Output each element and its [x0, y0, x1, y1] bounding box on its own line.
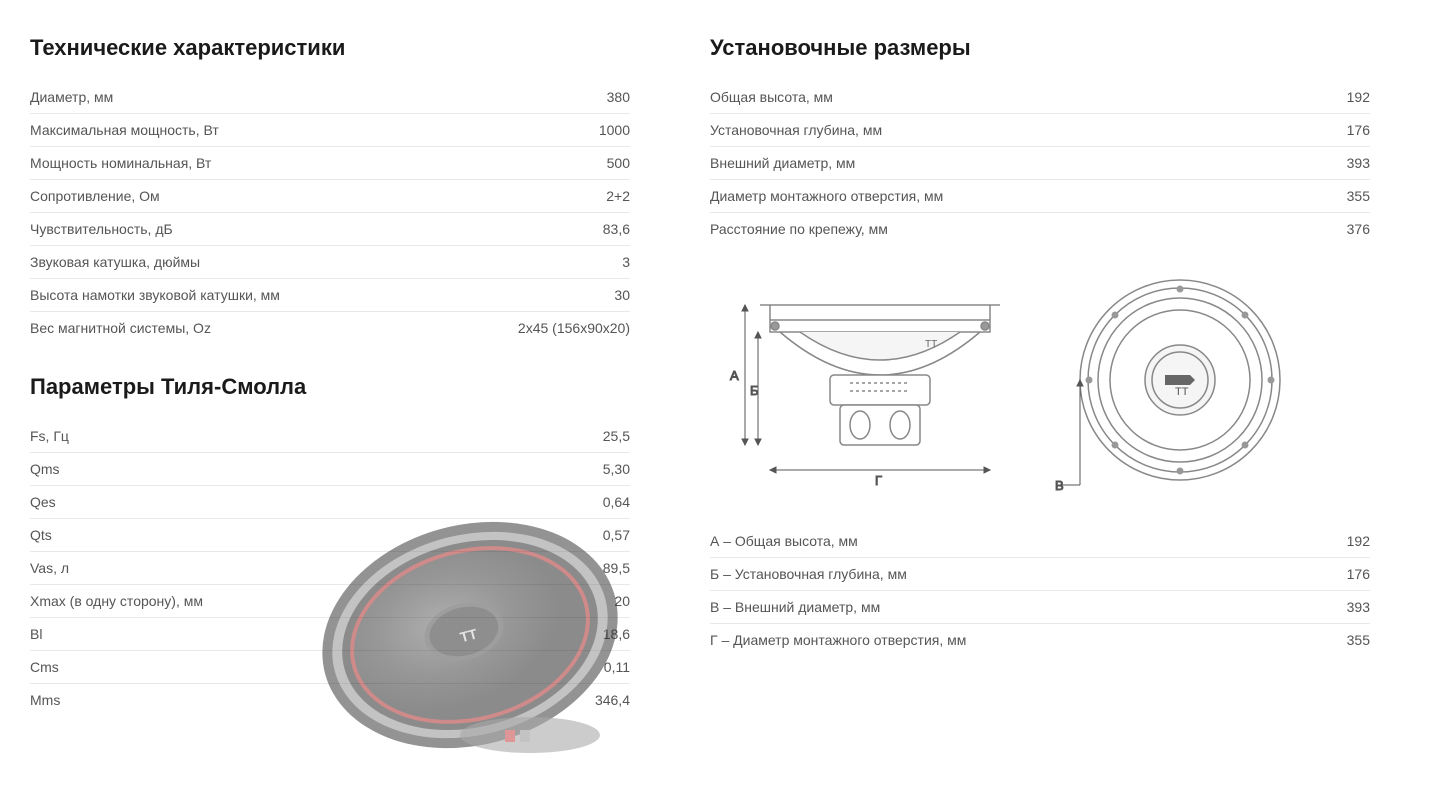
- table-row: Общая высота, мм 192: [710, 81, 1370, 114]
- spec-value: 1000: [599, 122, 630, 138]
- front-view-diagram: TT В: [1050, 275, 1310, 495]
- spec-label: Vas, л: [30, 560, 69, 576]
- spec-value: 192: [1347, 89, 1370, 105]
- spec-label: Высота намотки звуковой катушки, мм: [30, 287, 280, 303]
- side-view-diagram: А Б Г TT: [710, 275, 1020, 495]
- svg-text:TT: TT: [925, 339, 937, 350]
- spec-label: Qms: [30, 461, 60, 477]
- spec-value: 393: [1347, 155, 1370, 171]
- spec-value: 83,6: [603, 221, 630, 237]
- table-row: Звуковая катушка, дюймы 3: [30, 246, 630, 279]
- spec-value: 176: [1347, 566, 1370, 582]
- spec-value: 192: [1347, 533, 1370, 549]
- spec-label: Qes: [30, 494, 56, 510]
- table-row: Fs, Гц 25,5: [30, 420, 630, 453]
- table-row: Сопротивление, Ом 2+2: [30, 180, 630, 213]
- spec-label: Расстояние по крепежу, мм: [710, 221, 888, 237]
- table-row: Г – Диаметр монтажного отверстия, мм 355: [710, 624, 1370, 656]
- spec-label: Внешний диаметр, мм: [710, 155, 855, 171]
- spec-value: 2x45 (156x90x20): [518, 320, 630, 336]
- tech-specs-title: Технические характеристики: [30, 35, 630, 61]
- spec-value: 25,5: [603, 428, 630, 444]
- table-row: Расстояние по крепежу, мм 376: [710, 213, 1370, 245]
- tech-specs-section: Технические характеристики Диаметр, мм 3…: [30, 35, 630, 344]
- spec-label: Общая высота, мм: [710, 89, 833, 105]
- table-row: Мощность номинальная, Вт 500: [30, 147, 630, 180]
- spec-value: 2+2: [606, 188, 630, 204]
- install-dims-title: Установочные размеры: [710, 35, 1370, 61]
- spec-label: Установочная глубина, мм: [710, 122, 882, 138]
- spec-label: Cms: [30, 659, 59, 675]
- table-row: Внешний диаметр, мм 393: [710, 147, 1370, 180]
- spec-value: 380: [607, 89, 630, 105]
- svg-text:А: А: [730, 368, 739, 383]
- spec-value: 376: [1347, 221, 1370, 237]
- spec-label: Диаметр, мм: [30, 89, 113, 105]
- spec-label: Максимальная мощность, Вт: [30, 122, 219, 138]
- spec-label: В – Внешний диаметр, мм: [710, 599, 880, 615]
- spec-label: А – Общая высота, мм: [710, 533, 858, 549]
- spec-label: Сопротивление, Ом: [30, 188, 160, 204]
- spec-value: 3: [622, 254, 630, 270]
- table-row: Установочная глубина, мм 176: [710, 114, 1370, 147]
- spec-label: Qts: [30, 527, 52, 543]
- subwoofer-product-image: TT: [310, 485, 630, 785]
- spec-value: 500: [607, 155, 630, 171]
- table-row: Диаметр монтажного отверстия, мм 355: [710, 180, 1370, 213]
- table-row: Чувствительность, дБ 83,6: [30, 213, 630, 246]
- table-row: А – Общая высота, мм 192: [710, 525, 1370, 558]
- spec-label: Bl: [30, 626, 42, 642]
- table-row: Высота намотки звуковой катушки, мм 30: [30, 279, 630, 312]
- spec-value: 393: [1347, 599, 1370, 615]
- svg-text:TT: TT: [1175, 386, 1189, 398]
- svg-text:Б: Б: [750, 383, 759, 398]
- table-row: В – Внешний диаметр, мм 393: [710, 591, 1370, 624]
- spec-value: 176: [1347, 122, 1370, 138]
- spec-label: Г – Диаметр монтажного отверстия, мм: [710, 632, 966, 648]
- spec-label: Xmax (в одну сторону), мм: [30, 593, 203, 609]
- spec-value: 355: [1347, 632, 1370, 648]
- ts-params-title: Параметры Тиля-Смолла: [30, 374, 630, 400]
- spec-label: Звуковая катушка, дюймы: [30, 254, 200, 270]
- spec-value: 30: [614, 287, 630, 303]
- install-dims-table: Общая высота, мм 192 Установочная глубин…: [710, 81, 1370, 245]
- spec-label: Fs, Гц: [30, 428, 69, 444]
- table-row: Максимальная мощность, Вт 1000: [30, 114, 630, 147]
- technical-diagrams: А Б Г TT: [710, 275, 1370, 495]
- dimension-legend: А – Общая высота, мм 192 Б – Установочна…: [710, 525, 1370, 656]
- spec-label: Mms: [30, 692, 60, 708]
- svg-text:Г: Г: [875, 473, 882, 488]
- spec-label: Вес магнитной системы, Oz: [30, 320, 211, 336]
- svg-text:В: В: [1055, 478, 1064, 493]
- table-row: Диаметр, мм 380: [30, 81, 630, 114]
- table-row: Вес магнитной системы, Oz 2x45 (156x90x2…: [30, 312, 630, 344]
- table-row: Qms 5,30: [30, 453, 630, 486]
- spec-value: 355: [1347, 188, 1370, 204]
- spec-label: Б – Установочная глубина, мм: [710, 566, 907, 582]
- table-row: Б – Установочная глубина, мм 176: [710, 558, 1370, 591]
- spec-label: Мощность номинальная, Вт: [30, 155, 211, 171]
- spec-label: Чувствительность, дБ: [30, 221, 173, 237]
- spec-label: Диаметр монтажного отверстия, мм: [710, 188, 943, 204]
- tech-specs-table: Диаметр, мм 380 Максимальная мощность, В…: [30, 81, 630, 344]
- install-dims-section: Установочные размеры Общая высота, мм 19…: [710, 35, 1370, 245]
- spec-value: 5,30: [603, 461, 630, 477]
